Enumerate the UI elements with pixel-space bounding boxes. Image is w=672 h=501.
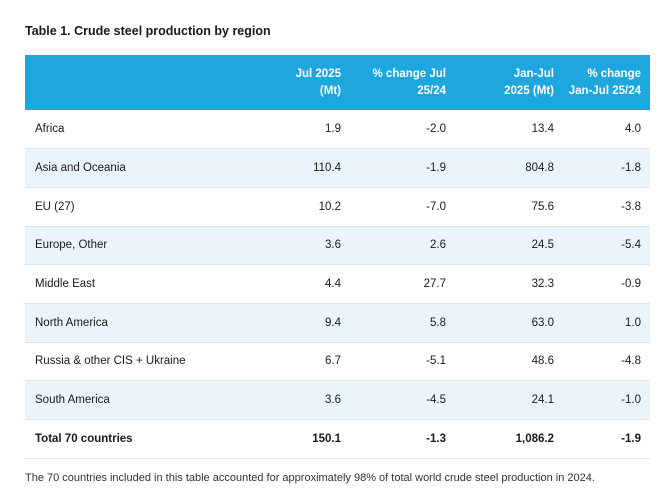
header-pct-change-jan-jul: % change Jan-Jul 25/24 bbox=[563, 55, 650, 110]
pct-jan-jul-cell: -3.8 bbox=[621, 200, 641, 213]
jan-jul-cell: 63.0 bbox=[531, 316, 554, 329]
jul-2025-cell: 1.9 bbox=[325, 123, 341, 136]
pct-jan-jul-cell: 1.0 bbox=[625, 316, 641, 329]
header-jan-jul-line2: 2025 (Mt) bbox=[504, 84, 554, 97]
header-region bbox=[25, 55, 255, 110]
header-pct-change-jul-line2: 25/24 bbox=[417, 84, 446, 97]
table-row: South America 3.6 -4.5 24.1 -1.0 bbox=[25, 380, 650, 420]
header-jul-2025-line2: (Mt) bbox=[319, 84, 341, 97]
table-row: North America 9.4 5.8 63.0 1.0 bbox=[25, 303, 650, 343]
pct-jul-cell: -2.0 bbox=[426, 123, 446, 136]
pct-jul-cell: 5.8 bbox=[430, 316, 446, 329]
table-footnote: The 70 countries included in this table … bbox=[25, 472, 595, 484]
total-jul-2025-cell: 150.1 bbox=[312, 432, 341, 445]
pct-jan-jul-cell: -5.4 bbox=[621, 239, 641, 252]
table-row: Middle East 4.4 27.7 32.3 -0.9 bbox=[25, 265, 650, 304]
header-pct-change-jan-jul-line1: % change bbox=[587, 67, 641, 80]
region-cell: Asia and Oceania bbox=[35, 162, 126, 175]
total-jan-jul-cell: 1,086.2 bbox=[515, 432, 554, 445]
header-jan-jul-line1: Jan-Jul bbox=[513, 67, 554, 80]
jan-jul-cell: 13.4 bbox=[531, 123, 554, 136]
region-cell: EU (27) bbox=[35, 200, 75, 213]
table-row: Africa 1.9 -2.0 13.4 4.0 bbox=[25, 110, 650, 149]
table-title: Table 1. Crude steel production by regio… bbox=[25, 24, 271, 38]
pct-jan-jul-cell: 4.0 bbox=[625, 123, 641, 136]
table-row: EU (27) 10.2 -7.0 75.6 -3.8 bbox=[25, 187, 650, 227]
header-jul-2025: Jul 2025 (Mt) bbox=[255, 55, 350, 110]
pct-jan-jul-cell: -4.8 bbox=[621, 355, 641, 368]
jul-2025-cell: 9.4 bbox=[325, 316, 341, 329]
region-cell: Middle East bbox=[35, 278, 96, 291]
pct-jul-cell: 27.7 bbox=[423, 278, 446, 291]
region-cell: North America bbox=[35, 316, 108, 329]
jan-jul-cell: 48.6 bbox=[531, 355, 554, 368]
table-row: Asia and Oceania 110.4 -1.9 804.8 -1.8 bbox=[25, 148, 650, 188]
pct-jul-cell: -5.1 bbox=[426, 355, 446, 368]
jan-jul-cell: 75.6 bbox=[531, 200, 554, 213]
header-pct-change-jul-line1: % change Jul bbox=[372, 67, 447, 80]
header-pct-change-jan-jul-line2: Jan-Jul 25/24 bbox=[568, 84, 641, 97]
region-cell: Africa bbox=[35, 123, 65, 136]
header-pct-change-jul: % change Jul 25/24 bbox=[350, 55, 455, 110]
total-region-cell: Total 70 countries bbox=[35, 432, 133, 445]
pct-jul-cell: 2.6 bbox=[430, 239, 446, 252]
jul-2025-cell: 110.4 bbox=[313, 162, 341, 175]
jan-jul-cell: 32.3 bbox=[531, 278, 554, 291]
table-row: Russia & other CIS + Ukraine 6.7 -5.1 48… bbox=[25, 342, 650, 381]
total-pct-jul-cell: -1.3 bbox=[426, 432, 446, 445]
pct-jan-jul-cell: -0.9 bbox=[621, 278, 641, 291]
pct-jul-cell: -7.0 bbox=[426, 200, 446, 213]
steel-production-table: Jul 2025 (Mt) % change Jul 25/24 Jan-Jul… bbox=[25, 55, 650, 459]
header-jan-jul: Jan-Jul 2025 (Mt) bbox=[455, 55, 563, 110]
table-row: Europe, Other 3.6 2.6 24.5 -5.4 bbox=[25, 226, 650, 265]
header-row: Jul 2025 (Mt) % change Jul 25/24 Jan-Jul… bbox=[25, 55, 650, 110]
region-cell: Europe, Other bbox=[35, 239, 108, 252]
total-row: Total 70 countries 150.1 -1.3 1,086.2 -1… bbox=[25, 420, 650, 459]
jan-jul-cell: 804.8 bbox=[525, 162, 554, 175]
total-pct-jan-jul-cell: -1.9 bbox=[621, 432, 641, 445]
data-table: Jul 2025 (Mt) % change Jul 25/24 Jan-Jul… bbox=[25, 55, 650, 459]
jan-jul-cell: 24.5 bbox=[531, 239, 554, 252]
jul-2025-cell: 3.6 bbox=[325, 239, 341, 252]
pct-jul-cell: -4.5 bbox=[426, 394, 446, 407]
pct-jan-jul-cell: -1.8 bbox=[621, 162, 641, 175]
table-header: Jul 2025 (Mt) % change Jul 25/24 Jan-Jul… bbox=[25, 55, 650, 110]
region-cell: South America bbox=[35, 394, 110, 407]
jul-2025-cell: 10.2 bbox=[318, 200, 341, 213]
jul-2025-cell: 6.7 bbox=[325, 355, 341, 368]
jul-2025-cell: 3.6 bbox=[325, 394, 341, 407]
header-jul-2025-line1: Jul 2025 bbox=[295, 67, 341, 80]
table-body: Africa 1.9 -2.0 13.4 4.0 Asia and Oceani… bbox=[25, 110, 650, 459]
jul-2025-cell: 4.4 bbox=[325, 278, 341, 291]
pct-jan-jul-cell: -1.0 bbox=[621, 394, 641, 407]
jan-jul-cell: 24.1 bbox=[531, 394, 554, 407]
pct-jul-cell: -1.9 bbox=[426, 162, 446, 175]
region-cell: Russia & other CIS + Ukraine bbox=[35, 355, 186, 368]
